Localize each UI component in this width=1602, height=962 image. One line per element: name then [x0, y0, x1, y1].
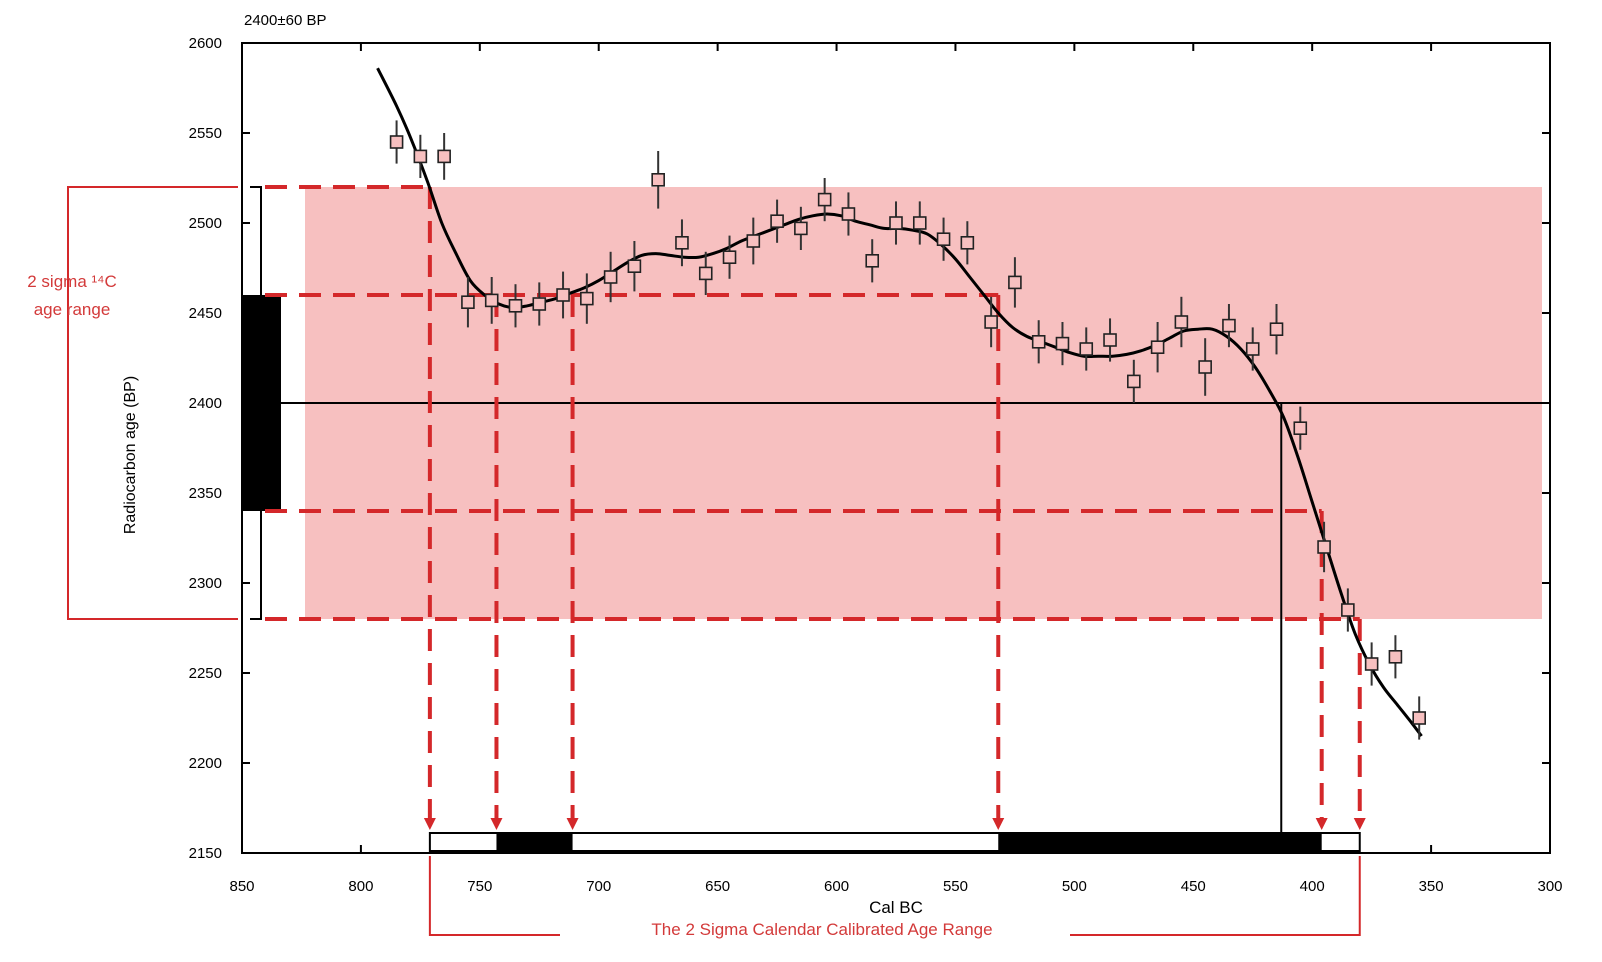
data-point: [556, 288, 570, 302]
y-tick-label: 2250: [189, 665, 222, 682]
data-point: [817, 192, 832, 207]
data-point: [960, 236, 975, 250]
chart-title: 2400±60 BP: [244, 12, 326, 29]
data-point: [1198, 360, 1212, 374]
projection-arrowhead: [1353, 818, 1366, 830]
data-point: [841, 207, 856, 221]
data-point: [1174, 315, 1189, 329]
data-point: [484, 293, 499, 308]
data-point: [1341, 603, 1355, 617]
bottom-bracket-right: [1070, 856, 1361, 936]
data-point: [1293, 421, 1308, 436]
x-axis-label: Cal BC: [869, 898, 923, 917]
x-tick-label: 850: [229, 878, 254, 895]
data-point: [1127, 374, 1141, 389]
x-tick-label: 750: [467, 878, 492, 895]
data-point: [984, 315, 998, 329]
data-point: [1412, 711, 1426, 725]
x-tick-label: 300: [1537, 878, 1562, 895]
bottom-bracket-left: [428, 856, 560, 936]
range-projection-layer: [67, 185, 1550, 835]
y-tick-label: 2400: [189, 395, 222, 412]
data-points-layer: [389, 120, 1426, 740]
data-point: [1079, 342, 1094, 356]
projection-arrowhead: [490, 818, 503, 830]
data-point: [746, 234, 761, 248]
left-annotation-line-1: 2 sigma ¹⁴C: [27, 272, 117, 291]
data-point: [698, 266, 713, 281]
age-range-bars-layer: [428, 832, 1361, 936]
y-tick-label: 2450: [189, 305, 222, 322]
data-point: [912, 216, 927, 230]
projection-arrowhead: [423, 818, 436, 830]
data-point: [1150, 340, 1165, 355]
data-point: [1245, 342, 1260, 356]
data-point: [603, 270, 618, 284]
projection-arrowhead: [992, 818, 1005, 830]
x-tick-label: 500: [1062, 878, 1087, 895]
x-tick-label: 550: [943, 878, 968, 895]
y-tick-label: 2150: [189, 845, 222, 862]
data-point: [461, 295, 475, 310]
y-tick-label: 2350: [189, 485, 222, 502]
data-point: [936, 232, 951, 246]
data-point: [1364, 657, 1379, 671]
data-point: [389, 135, 404, 149]
y-tick-label: 2300: [189, 575, 222, 592]
left-annotation-line-2: age range: [34, 300, 111, 319]
data-point: [722, 250, 737, 264]
x-tick-label: 650: [705, 878, 730, 895]
data-point: [889, 216, 903, 230]
x-tick-label: 600: [824, 878, 849, 895]
data-point: [1055, 336, 1070, 351]
data-point: [627, 259, 642, 274]
projection-arrowhead: [566, 818, 579, 830]
data-point: [1388, 649, 1403, 664]
data-point: [651, 173, 665, 187]
x-tick-label: 350: [1419, 878, 1444, 895]
data-point: [580, 291, 594, 306]
data-point: [1103, 333, 1117, 347]
data-point: [770, 214, 784, 228]
data-point: [532, 297, 547, 311]
data-point: [1317, 540, 1331, 554]
data-point: [675, 236, 689, 250]
x-tick-label: 450: [1181, 878, 1206, 895]
data-point: [1031, 334, 1046, 349]
y-tick-label: 2500: [189, 215, 222, 232]
data-point: [1008, 275, 1022, 290]
x-tick-label: 700: [586, 878, 611, 895]
x-tick-label: 800: [348, 878, 373, 895]
data-point: [865, 254, 880, 268]
data-point: [1269, 322, 1284, 337]
y-tick-label: 2550: [189, 125, 222, 142]
y-axis-label: Radiocarbon age (BP): [122, 376, 139, 534]
data-point: [1222, 318, 1236, 333]
projection-arrowhead: [1315, 818, 1328, 830]
bottom-annotation: The 2 Sigma Calendar Calibrated Age Rang…: [651, 920, 992, 939]
x-tick-label: 400: [1300, 878, 1325, 895]
data-point: [437, 149, 451, 164]
one-sigma-calendar-block: [496, 833, 573, 851]
y-tick-label: 2600: [189, 35, 222, 52]
data-point: [508, 298, 523, 313]
one-sigma-calendar-block: [998, 833, 1322, 851]
y-tick-label: 2200: [189, 755, 222, 772]
data-point: [413, 149, 428, 164]
left-bracket: [67, 186, 238, 620]
data-point: [794, 221, 808, 236]
